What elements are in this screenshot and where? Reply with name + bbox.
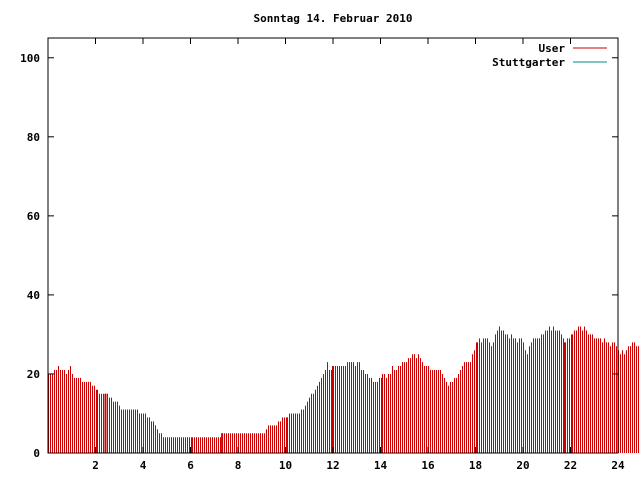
y-tick-label: 100 [20, 52, 40, 65]
x-tick-label: 2 [92, 459, 99, 472]
x-tick-label: 4 [140, 459, 147, 472]
x-tick-label: 22 [564, 459, 577, 472]
legend-label-user: User [539, 42, 566, 55]
legend: User Stuttgarter [492, 42, 607, 69]
y-tick-label: 0 [33, 447, 40, 460]
x-tick-label: 14 [374, 459, 388, 472]
x-tick-label: 8 [235, 459, 242, 472]
y-tick-label: 80 [27, 131, 40, 144]
chart-title: Sonntag 14. Februar 2010 [254, 12, 413, 25]
bar-series-user [48, 326, 639, 453]
legend-label-stuttgarter: Stuttgarter [492, 56, 565, 69]
x-tick-label: 12 [326, 459, 339, 472]
y-tick-label: 20 [27, 368, 40, 381]
x-tick-label: 18 [469, 459, 482, 472]
x-tick-label: 6 [187, 459, 194, 472]
x-tick-label: 16 [421, 459, 435, 472]
y-axis: 0 20 40 60 80 100 [20, 52, 618, 460]
x-tick-label: 10 [279, 459, 292, 472]
x-axis: 2 4 6 8 10 12 14 16 18 20 22 24 [92, 38, 625, 472]
y-tick-label: 40 [27, 289, 40, 302]
y-tick-label: 60 [27, 210, 40, 223]
x-tick-label: 20 [516, 459, 529, 472]
thick-bar-lines [104, 342, 566, 453]
x-tick-label: 24 [611, 459, 625, 472]
